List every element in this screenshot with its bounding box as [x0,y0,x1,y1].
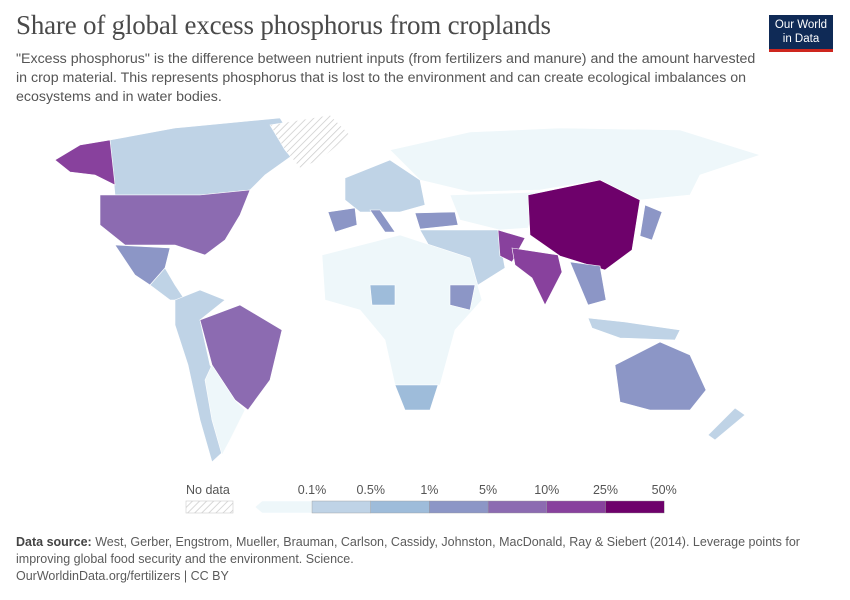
legend-bin[interactable] [429,500,489,514]
legend-tick-label: 10% [534,483,559,497]
country-alaska[interactable] [54,139,116,186]
legend-bin[interactable] [254,500,313,514]
logo-line2: in Data [782,33,820,45]
country-australia[interactable] [614,341,707,411]
country-greenland[interactable] [269,114,351,169]
country-indonesia[interactable] [587,317,681,341]
footer-links: OurWorldinData.org/fertilizers | CC BY [16,569,229,583]
country-canada[interactable] [109,117,301,196]
legend-bin[interactable] [370,500,430,514]
license: CC BY [190,569,229,583]
legend-tick-label: 0.1% [298,483,327,497]
legend-bin[interactable] [605,500,665,514]
country-central-asia[interactable] [449,191,541,231]
country-usa[interactable] [99,189,251,256]
country-argentina[interactable] [204,364,246,456]
legend-bin[interactable] [546,500,606,514]
legend-tick-label: 0.5% [356,483,385,497]
logo-line1: Our World [774,19,828,31]
country-japan[interactable] [639,204,663,241]
page-title: Share of global excess phosphorus from c… [16,10,551,40]
legend-tick-label: 50% [652,483,677,497]
data-source: Data source: West, Gerber, Engstrom, Mue… [16,534,816,568]
country-turkey[interactable] [414,211,459,230]
no-data-swatch [185,500,234,514]
country-ethiopia[interactable] [449,284,476,311]
country-europe[interactable] [344,159,426,213]
country-india[interactable] [511,247,563,306]
country-russia[interactable] [389,127,761,201]
country-pakistan[interactable] [497,229,526,263]
country-africa[interactable] [321,234,483,386]
subtitle: "Excess phosphorus" is the difference be… [16,51,756,105]
legend-bin[interactable] [311,500,371,514]
country-south-africa[interactable] [394,384,439,411]
country-new-zealand[interactable] [707,407,746,441]
legend-tick-label: 1% [420,483,438,497]
source-text: West, Gerber, Engstrom, Mueller, Brauman… [16,535,800,566]
country-spain[interactable] [327,207,358,233]
source-label: Data source: [16,535,92,549]
legend-bin[interactable] [487,500,548,514]
legend-tick-label: 25% [593,483,618,497]
country-nigeria[interactable] [369,284,396,306]
legend-tick-label: 5% [479,483,497,497]
country-southeast-asia[interactable] [569,261,607,306]
country-china[interactable] [527,179,641,271]
country-italy[interactable] [369,209,396,233]
legend: No data 0.1% 0.5% 1% 5% 10% 25% 50% [185,483,677,514]
url-link[interactable]: OurWorldinData.org/fertilizers [16,569,181,583]
owid-logo[interactable]: Our World in Data [769,15,833,52]
no-data-label: No data [186,483,230,497]
country-central-america[interactable] [149,267,186,301]
